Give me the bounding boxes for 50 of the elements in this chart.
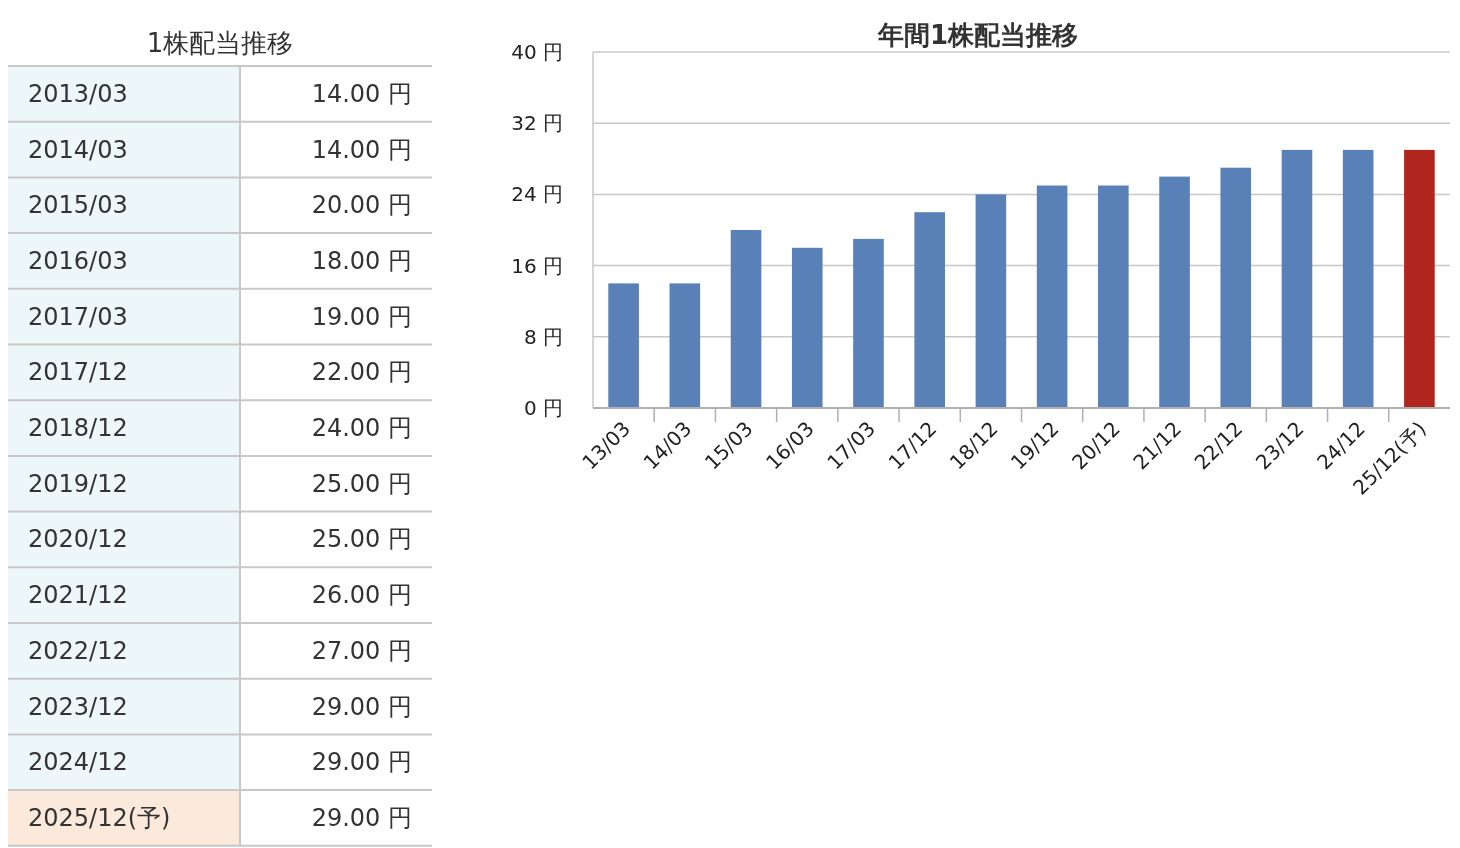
- text: 1株配当推移: [146, 28, 294, 58]
- text: 29.00 円: [311, 803, 412, 832]
- text: 25.00 円: [311, 469, 412, 498]
- text: 22.00 円: [311, 358, 412, 387]
- text: 19.00 円: [311, 302, 412, 331]
- text: 24.00 円: [311, 414, 412, 443]
- category-label: 2020/12: [28, 525, 128, 554]
- bar: [1220, 167, 1252, 408]
- bar: [730, 230, 762, 408]
- category-label: 2023/12: [28, 692, 128, 721]
- text: 14.00 円: [311, 79, 412, 108]
- chart-title: 年間1株配当推移: [876, 20, 1079, 50]
- bar: [608, 283, 639, 408]
- category-label: 2016/03: [28, 246, 128, 275]
- text: 25.00 円: [311, 525, 412, 554]
- y-tick-label: 24 円: [511, 182, 563, 207]
- text: 27.00 円: [311, 636, 412, 665]
- category-label: 2019/12: [28, 469, 128, 498]
- bar: [791, 247, 823, 408]
- text: 26.00 円: [311, 581, 412, 610]
- bar: [1036, 185, 1068, 408]
- y-tick-label: 32 円: [511, 111, 563, 136]
- bar: [669, 283, 701, 408]
- y-tick-label: 8 円: [523, 324, 563, 349]
- text: 14.00 円: [311, 135, 412, 164]
- category-label: 2017/12: [28, 358, 128, 387]
- y-tick-label: 16 円: [511, 253, 563, 278]
- bar: [975, 194, 1007, 408]
- category-label: 2018/12: [28, 414, 128, 443]
- bar: [914, 212, 945, 408]
- category-label: 2025/12(予): [28, 803, 171, 832]
- y-tick-label: 0 円: [523, 396, 563, 420]
- text: 29.00 円: [311, 748, 412, 777]
- text: 20.00 円: [311, 191, 412, 220]
- category-label: 2022/12: [28, 636, 128, 665]
- bar: [853, 238, 884, 408]
- y-tick-label: 40 円: [511, 40, 563, 64]
- category-label: 2024/12: [28, 748, 128, 777]
- bar: [1404, 149, 1435, 408]
- category-label: 2014/03: [28, 135, 128, 164]
- bar: [1281, 149, 1313, 408]
- bar: [1342, 149, 1374, 408]
- category-label: 2017/03: [28, 302, 128, 331]
- category-label: 2021/12: [28, 581, 128, 610]
- category-label: 2015/03: [28, 191, 128, 220]
- text: 29.00 円: [311, 692, 412, 721]
- bar: [1159, 176, 1190, 408]
- bar: [1098, 185, 1129, 408]
- category-label: 2013/03: [28, 79, 128, 108]
- text: 18.00 円: [311, 246, 412, 275]
